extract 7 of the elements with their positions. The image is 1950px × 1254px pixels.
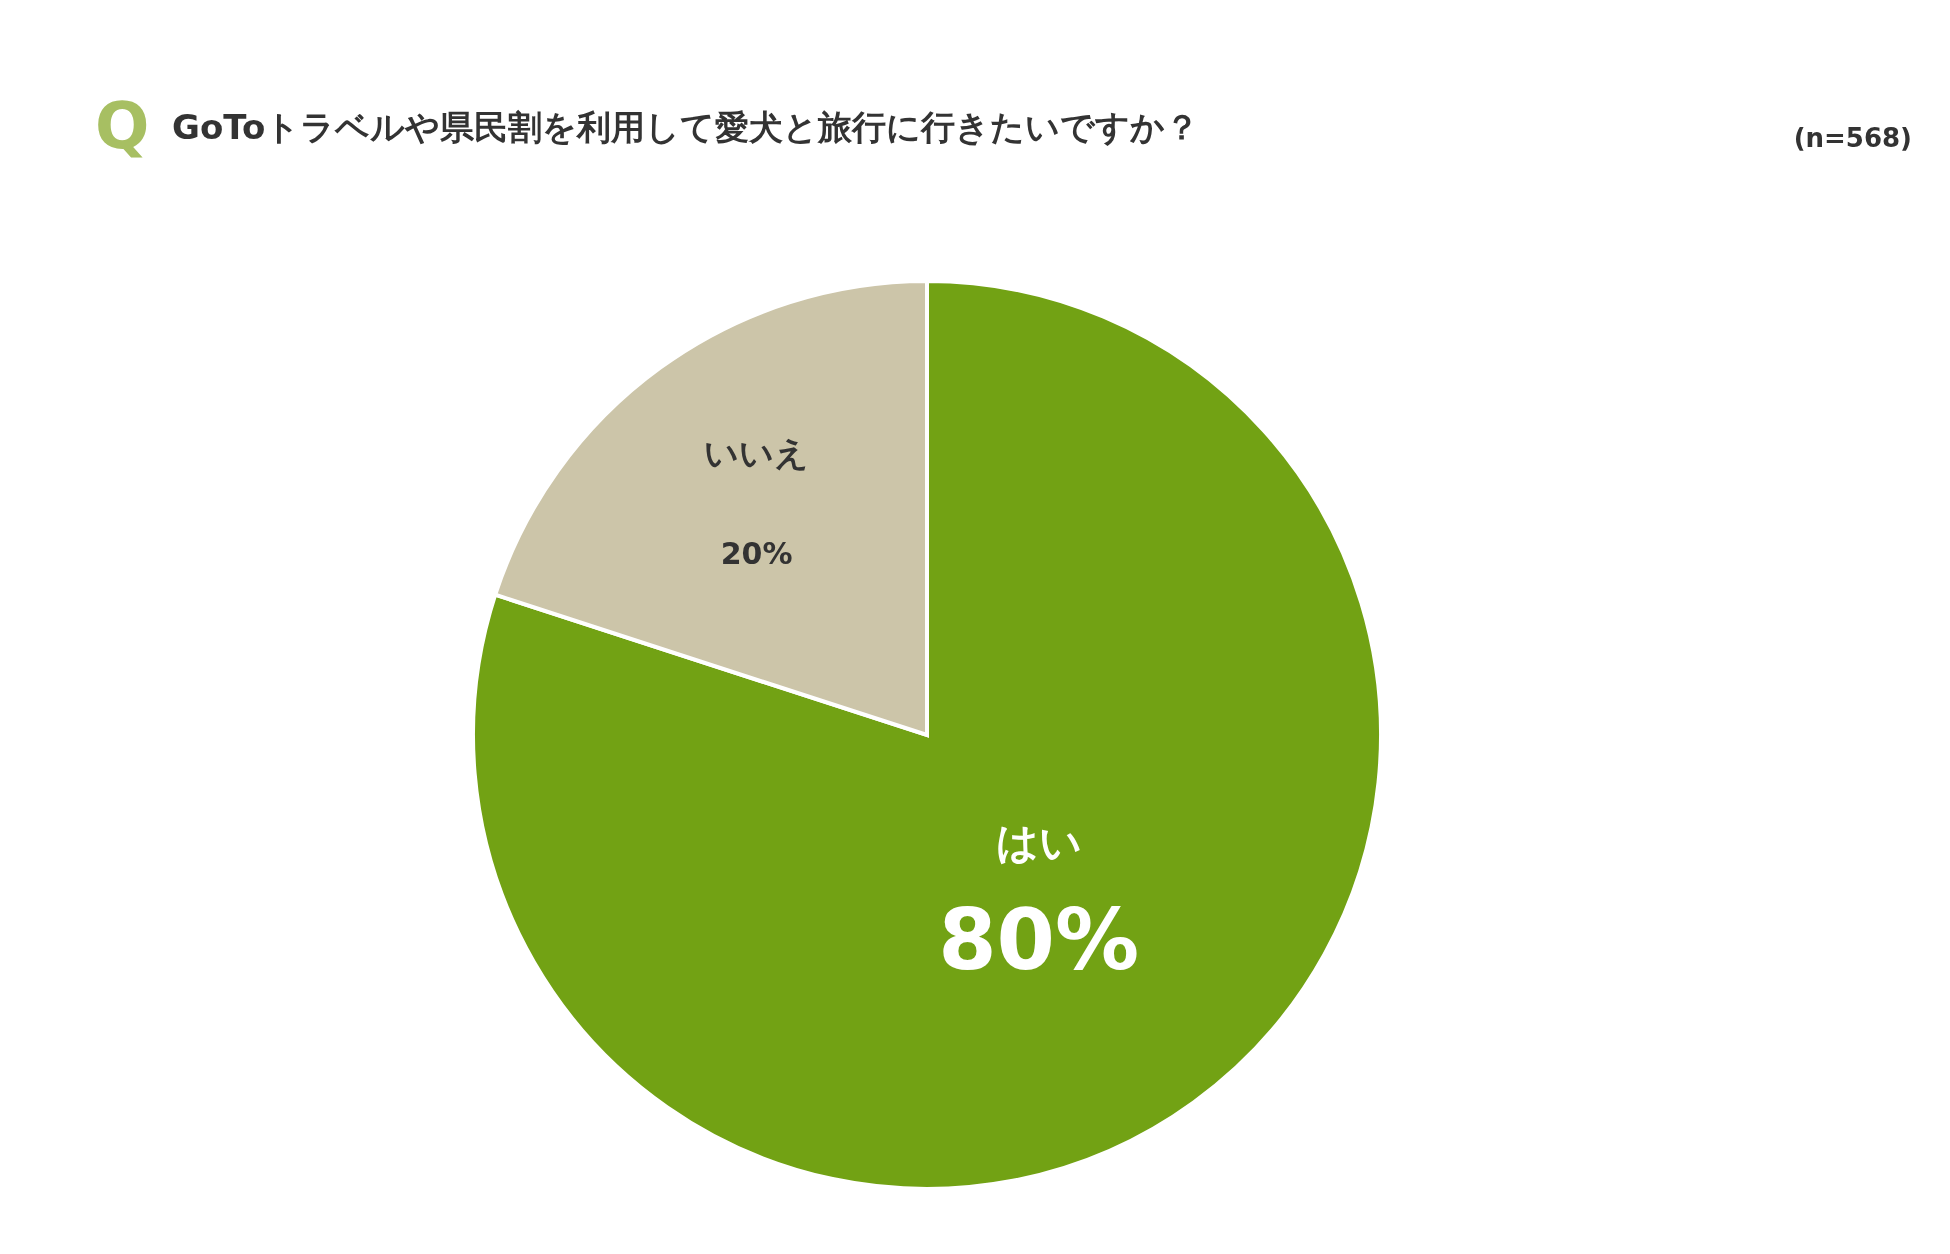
data-label: 80% (938, 890, 1140, 989)
text: Q (95, 89, 150, 163)
chart-title: GoToトラベルや県民割を利用して愛犬と旅行に行きたいですか？ (172, 107, 1200, 147)
slice-label: はい (995, 817, 1082, 867)
text: (n=568) (1793, 123, 1912, 153)
data-label: 20% (720, 536, 793, 572)
slice-label: いいえ (704, 433, 810, 474)
